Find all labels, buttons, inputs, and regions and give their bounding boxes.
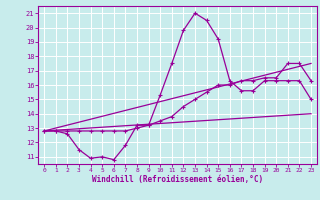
X-axis label: Windchill (Refroidissement éolien,°C): Windchill (Refroidissement éolien,°C) [92,175,263,184]
